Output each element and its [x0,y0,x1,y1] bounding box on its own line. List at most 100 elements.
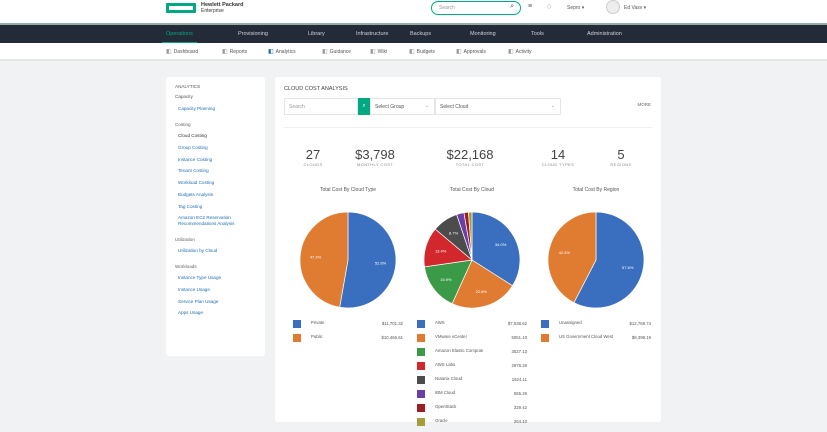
sidebar-item[interactable]: Workload Costing [178,180,215,186]
legend-name: Private [311,320,325,325]
cloud-cost-panel: CLOUD COST ANALYSIS Search ⌕ Select Grou… [275,77,661,426]
stat-label: Regions [610,162,632,167]
subnav-dashboard[interactable]: ◧ Dashboard [166,48,198,55]
sidebar-title: ANALYTICS [175,84,201,89]
legend-item[interactable]: Public $10,466.61 [293,334,403,348]
legend-swatch [417,390,425,398]
legend-item[interactable]: Unassigned $12,768.74 [541,320,651,334]
nav-administration[interactable]: Administration [587,31,622,37]
more-button[interactable]: MORE [637,102,652,107]
sidebar-item[interactable]: Capacity Planning [178,106,216,112]
pie-slice-oracle[interactable] [468,211,473,261]
nav-tools[interactable]: Tools [531,31,544,37]
sidebar-item[interactable]: Apps Usage [178,310,204,316]
chevron-down-icon: ⌄ [424,103,429,109]
legend-item[interactable]: AWS Labs 2978.26 [417,362,527,376]
legend-name: VMware vCenter [435,334,467,339]
stat-total-cost: $22,168 Total Cost [440,147,500,167]
sidebar-item[interactable]: Budgets Analysis [178,191,213,197]
approvals-icon: ◧ [456,49,462,55]
subnav-wiki[interactable]: ◧ Wiki [370,48,387,55]
activity-icon: ◧ [508,49,514,55]
subnav-label: Guidance [329,49,352,55]
pie-slice-amazon-elastic-compute[interactable] [424,259,473,305]
pie-slice-public[interactable] [299,211,349,308]
sidebar-item[interactable]: Tenant Costing [178,168,209,174]
guidance-icon: ◧ [322,49,328,55]
list-icon[interactable]: ≡ [528,3,533,10]
nav-provisioning[interactable]: Provisioning [238,31,268,37]
hpe-logo[interactable] [166,3,196,13]
legend-item[interactable]: AWS $7,538.62 [417,320,527,334]
user-dropdown[interactable]: Ed Vasv ▾ [624,5,647,11]
sidebar-group-label: Workloads [175,263,197,269]
global-search-input[interactable]: Search ⌕ [431,1,521,15]
legend-item[interactable]: Amazon Elastic Compute 3527.13 [417,348,527,362]
nav-library[interactable]: Library [308,31,325,37]
tenant-label: Sepro [567,5,581,11]
subnav-activity[interactable]: ◧ Activity [508,48,532,55]
avatar[interactable] [606,0,620,14]
analytics-sidebar: ANALYTICS Capacity Capacity Planning Costin… [166,77,265,356]
subnav-budgets[interactable]: ◧ Budgets [409,48,435,55]
sidebar-item[interactable]: Tag Costing [178,203,203,209]
cloud-select[interactable]: Select Cloud ⌄ [435,98,561,115]
pie-slice-unassigned[interactable] [573,211,645,309]
top-bar: Hewlett Packard Enterprise Search ⌕ ≡ ♢ Se… [0,0,827,23]
legend-amount: 555.26 [513,391,527,396]
legend-item[interactable]: VMware vCenter 5051.10 [417,334,527,348]
stat-label: Total Cost [455,162,485,167]
sidebar-item[interactable]: Utilization by Cloud [178,248,218,254]
subnav-approvals[interactable]: ◧ Approvals [456,48,486,55]
nav-operations[interactable]: Operations [162,31,197,44]
legend-item[interactable]: IBM Cloud 555.26 [417,390,527,404]
subnav-analytics[interactable]: ◧ Analytics [268,48,296,55]
legend-amount: 3527.13 [511,349,527,354]
sidebar-item[interactable]: Instance Costing [178,156,213,162]
stat-value: $3,798 [355,147,395,162]
divider [284,127,652,128]
legend-name: Unassigned [559,320,582,325]
chart-legend: Unassigned $12,768.74 US Government Cloud … [541,320,651,348]
sidebar-item[interactable]: Cloud Costing [178,133,207,139]
legend-item[interactable]: OpenStack 329.42 [417,404,527,418]
legend-item[interactable]: Oracle 264.10 [417,418,527,432]
pie-slice-vmware-vcenter[interactable] [451,259,514,309]
search-button[interactable]: ⌕ [358,98,370,115]
sidebar-item[interactable]: Service Plan Usage [178,298,219,304]
legend-item[interactable]: US Government Cloud West $9,399.19 [541,334,651,348]
nav-backups[interactable]: Backups [410,31,432,37]
pie-slice-us-government-cloud-west[interactable] [547,211,597,304]
sidebar-item[interactable]: Instance Type Usage [178,275,222,281]
legend-item[interactable]: Private $11,701.32 [293,320,403,334]
stat-clouds: 27 Clouds [283,147,343,167]
nav-infrastructure[interactable]: Infrastructure [356,31,389,37]
reports-icon: ◧ [222,49,228,55]
legend-swatch [417,334,425,342]
sub-nav: ◧ Dashboard ◧ Reports ◧ Analytics ◧ Guidance ◧ Wi… [0,43,827,61]
bell-icon[interactable]: ♢ [546,4,553,11]
sidebar-group-label: Utilization [175,236,195,242]
wiki-icon: ◧ [370,49,376,55]
tenant-dropdown[interactable]: Sepro ▾ [567,5,585,11]
sidebar-item[interactable]: Amazon EC2 Reservation Recommendations A… [178,215,235,227]
cloud-select-value: Select Cloud [440,104,469,110]
chart-title: Total Cost By Region [572,187,620,193]
subnav-reports[interactable]: ◧ Reports [222,48,247,55]
subnav-guidance[interactable]: ◧ Guidance [322,48,351,55]
search-icon[interactable]: ⌕ [510,3,514,10]
sidebar-item[interactable]: Instance Usage [178,286,210,292]
stat-label: Monthly Cost [356,162,394,167]
nav-monitoring[interactable]: Monitoring [470,31,496,37]
sidebar-item[interactable]: Group Costing [178,145,208,151]
group-select[interactable]: Select Group ⌄ [370,98,435,115]
legend-amount: $10,466.61 [381,335,403,340]
pie-slice-private[interactable] [339,211,397,309]
legend-item[interactable]: Nutanix Cloud 1924.11 [417,376,527,390]
search-input[interactable]: Search [284,98,358,115]
legend-swatch [541,334,549,342]
brand-text: Hewlett Packard Enterprise [201,2,244,14]
legend-swatch [293,320,301,328]
slice-label: 57.6% [622,265,634,270]
group-select-value: Select Group [375,104,405,110]
